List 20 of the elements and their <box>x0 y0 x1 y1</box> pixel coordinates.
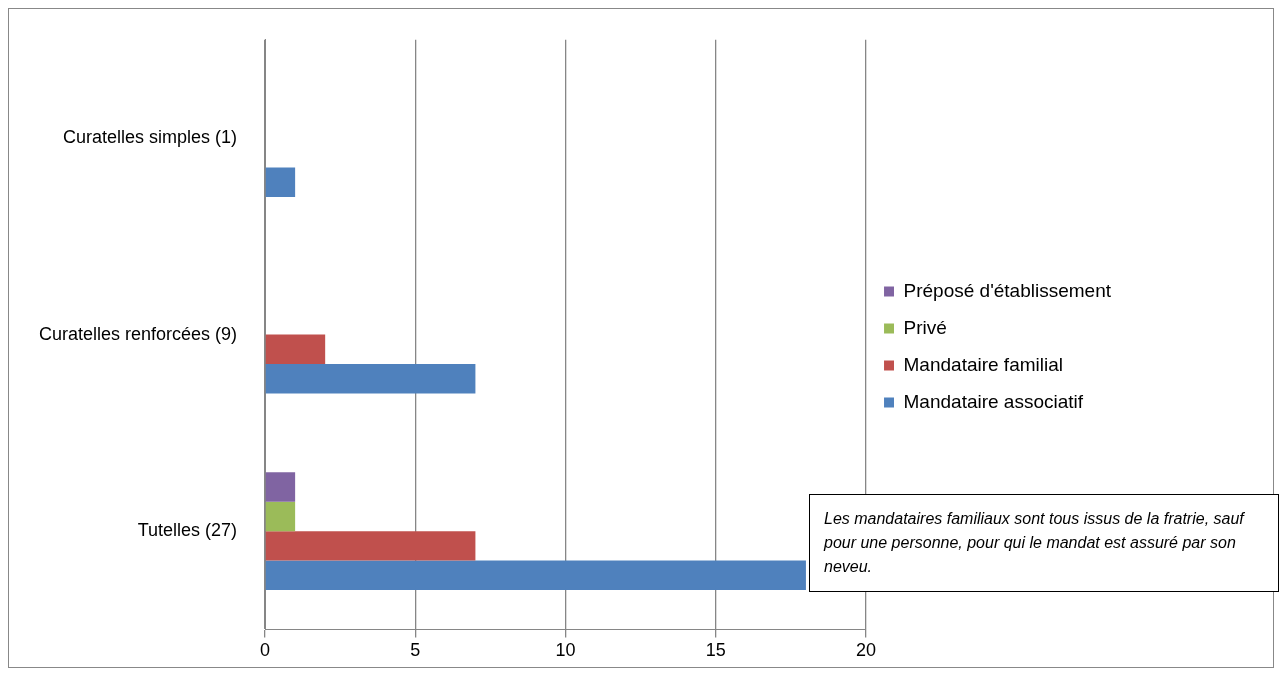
bar <box>265 531 476 561</box>
y-tick-label: Curatelles renforcées (9) <box>38 323 238 344</box>
bar <box>265 364 476 394</box>
x-tick-label: 0 <box>260 640 271 661</box>
x-tick-label: 20 <box>856 640 877 661</box>
y-tick-label: Tutelles (27) <box>137 520 238 541</box>
x-tick-label: 10 <box>555 640 576 661</box>
bar <box>265 334 326 365</box>
annotation: Les mandataires familiaux sont tous issus de la fratrie, sauf pour une personne, pour qui le mandat est assuré par son neveu. <box>809 494 1279 592</box>
legend-label: Privé <box>903 316 947 338</box>
legend-label: Mandataire familial <box>903 353 1063 375</box>
x-tick-label: 15 <box>705 640 726 661</box>
bar <box>265 560 806 591</box>
x-tick-label: 5 <box>410 640 421 661</box>
bar <box>265 167 296 198</box>
bar <box>265 501 296 532</box>
bar <box>265 472 296 502</box>
y-tick-label: Curatelles simples (1) <box>63 127 238 148</box>
legend-label: Mandataire associatif <box>903 390 1084 412</box>
legend-label: Préposé d'établissement <box>903 279 1112 301</box>
